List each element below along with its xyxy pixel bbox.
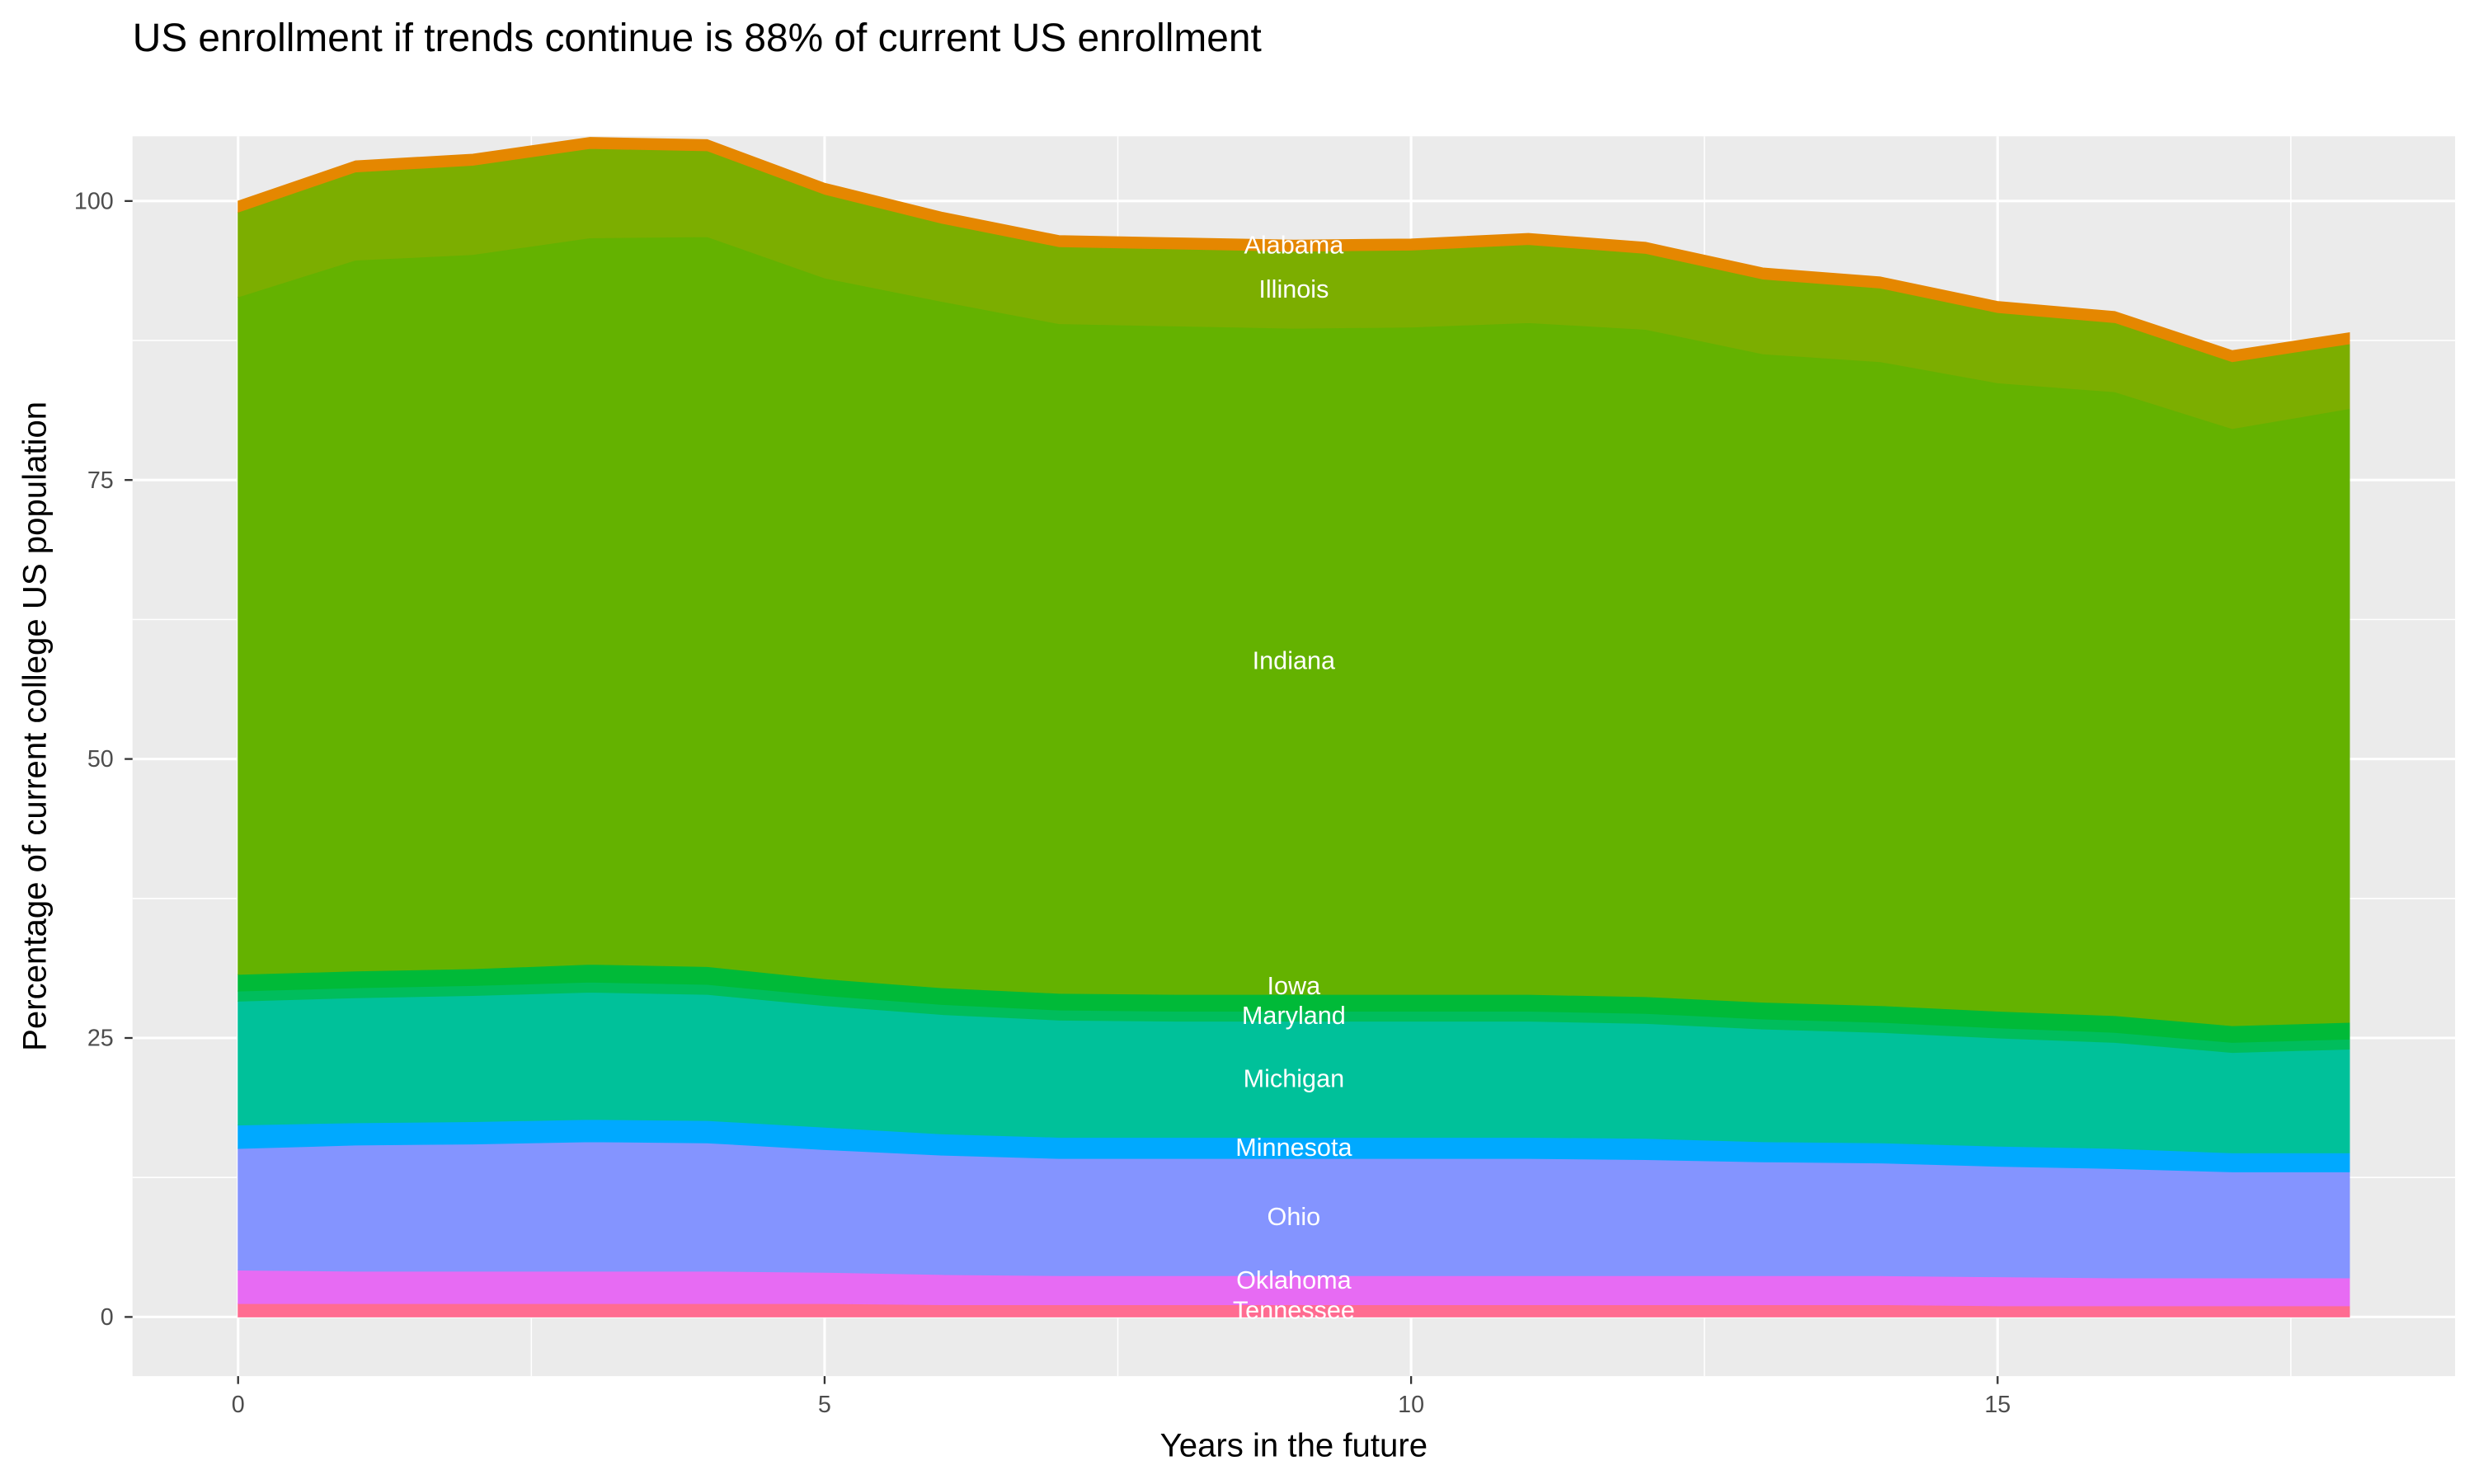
series-label-oklahoma: Oklahoma [1236, 1266, 1352, 1294]
series-label-ohio: Ohio [1268, 1203, 1321, 1231]
x-tick-label: 0 [232, 1392, 245, 1418]
y-tick-label: 75 [87, 467, 114, 494]
series-label-maryland: Maryland [1242, 1002, 1346, 1030]
series-label-michigan: Michigan [1244, 1065, 1345, 1093]
series-label-minnesota: Minnesota [1235, 1134, 1352, 1162]
series-label-tennessee: Tennessee [1233, 1297, 1355, 1325]
y-tick-label: 25 [87, 1026, 114, 1052]
y-axis-title: Percentage of current college US populat… [16, 402, 53, 1051]
y-tick-label: 100 [74, 188, 114, 214]
area-alabama [238, 137, 2350, 363]
series-label-illinois: Illinois [1258, 275, 1329, 303]
chart-title: US enrollment if trends continue is 88% … [133, 16, 1262, 60]
x-tick-label: 15 [1984, 1392, 2011, 1418]
x-tick-label: 10 [1398, 1392, 1424, 1418]
series-label-indiana: Indiana [1253, 647, 1336, 675]
series-label-alabama: Alabama [1244, 232, 1344, 260]
x-tick-label: 5 [818, 1392, 831, 1418]
series-labels: Tennessee Oklahoma Ohio Minnesota Michigan Ma… [1233, 232, 1355, 1325]
y-tick-label: 50 [87, 746, 114, 773]
y-tick-label: 0 [101, 1304, 114, 1331]
x-axis-title: Years in the future [1160, 1427, 1427, 1464]
area-series [238, 137, 2350, 1317]
series-label-iowa: Iowa [1268, 972, 1322, 1000]
axes: 0 25 50 75 100 0 5 10 15 [74, 188, 2011, 1418]
